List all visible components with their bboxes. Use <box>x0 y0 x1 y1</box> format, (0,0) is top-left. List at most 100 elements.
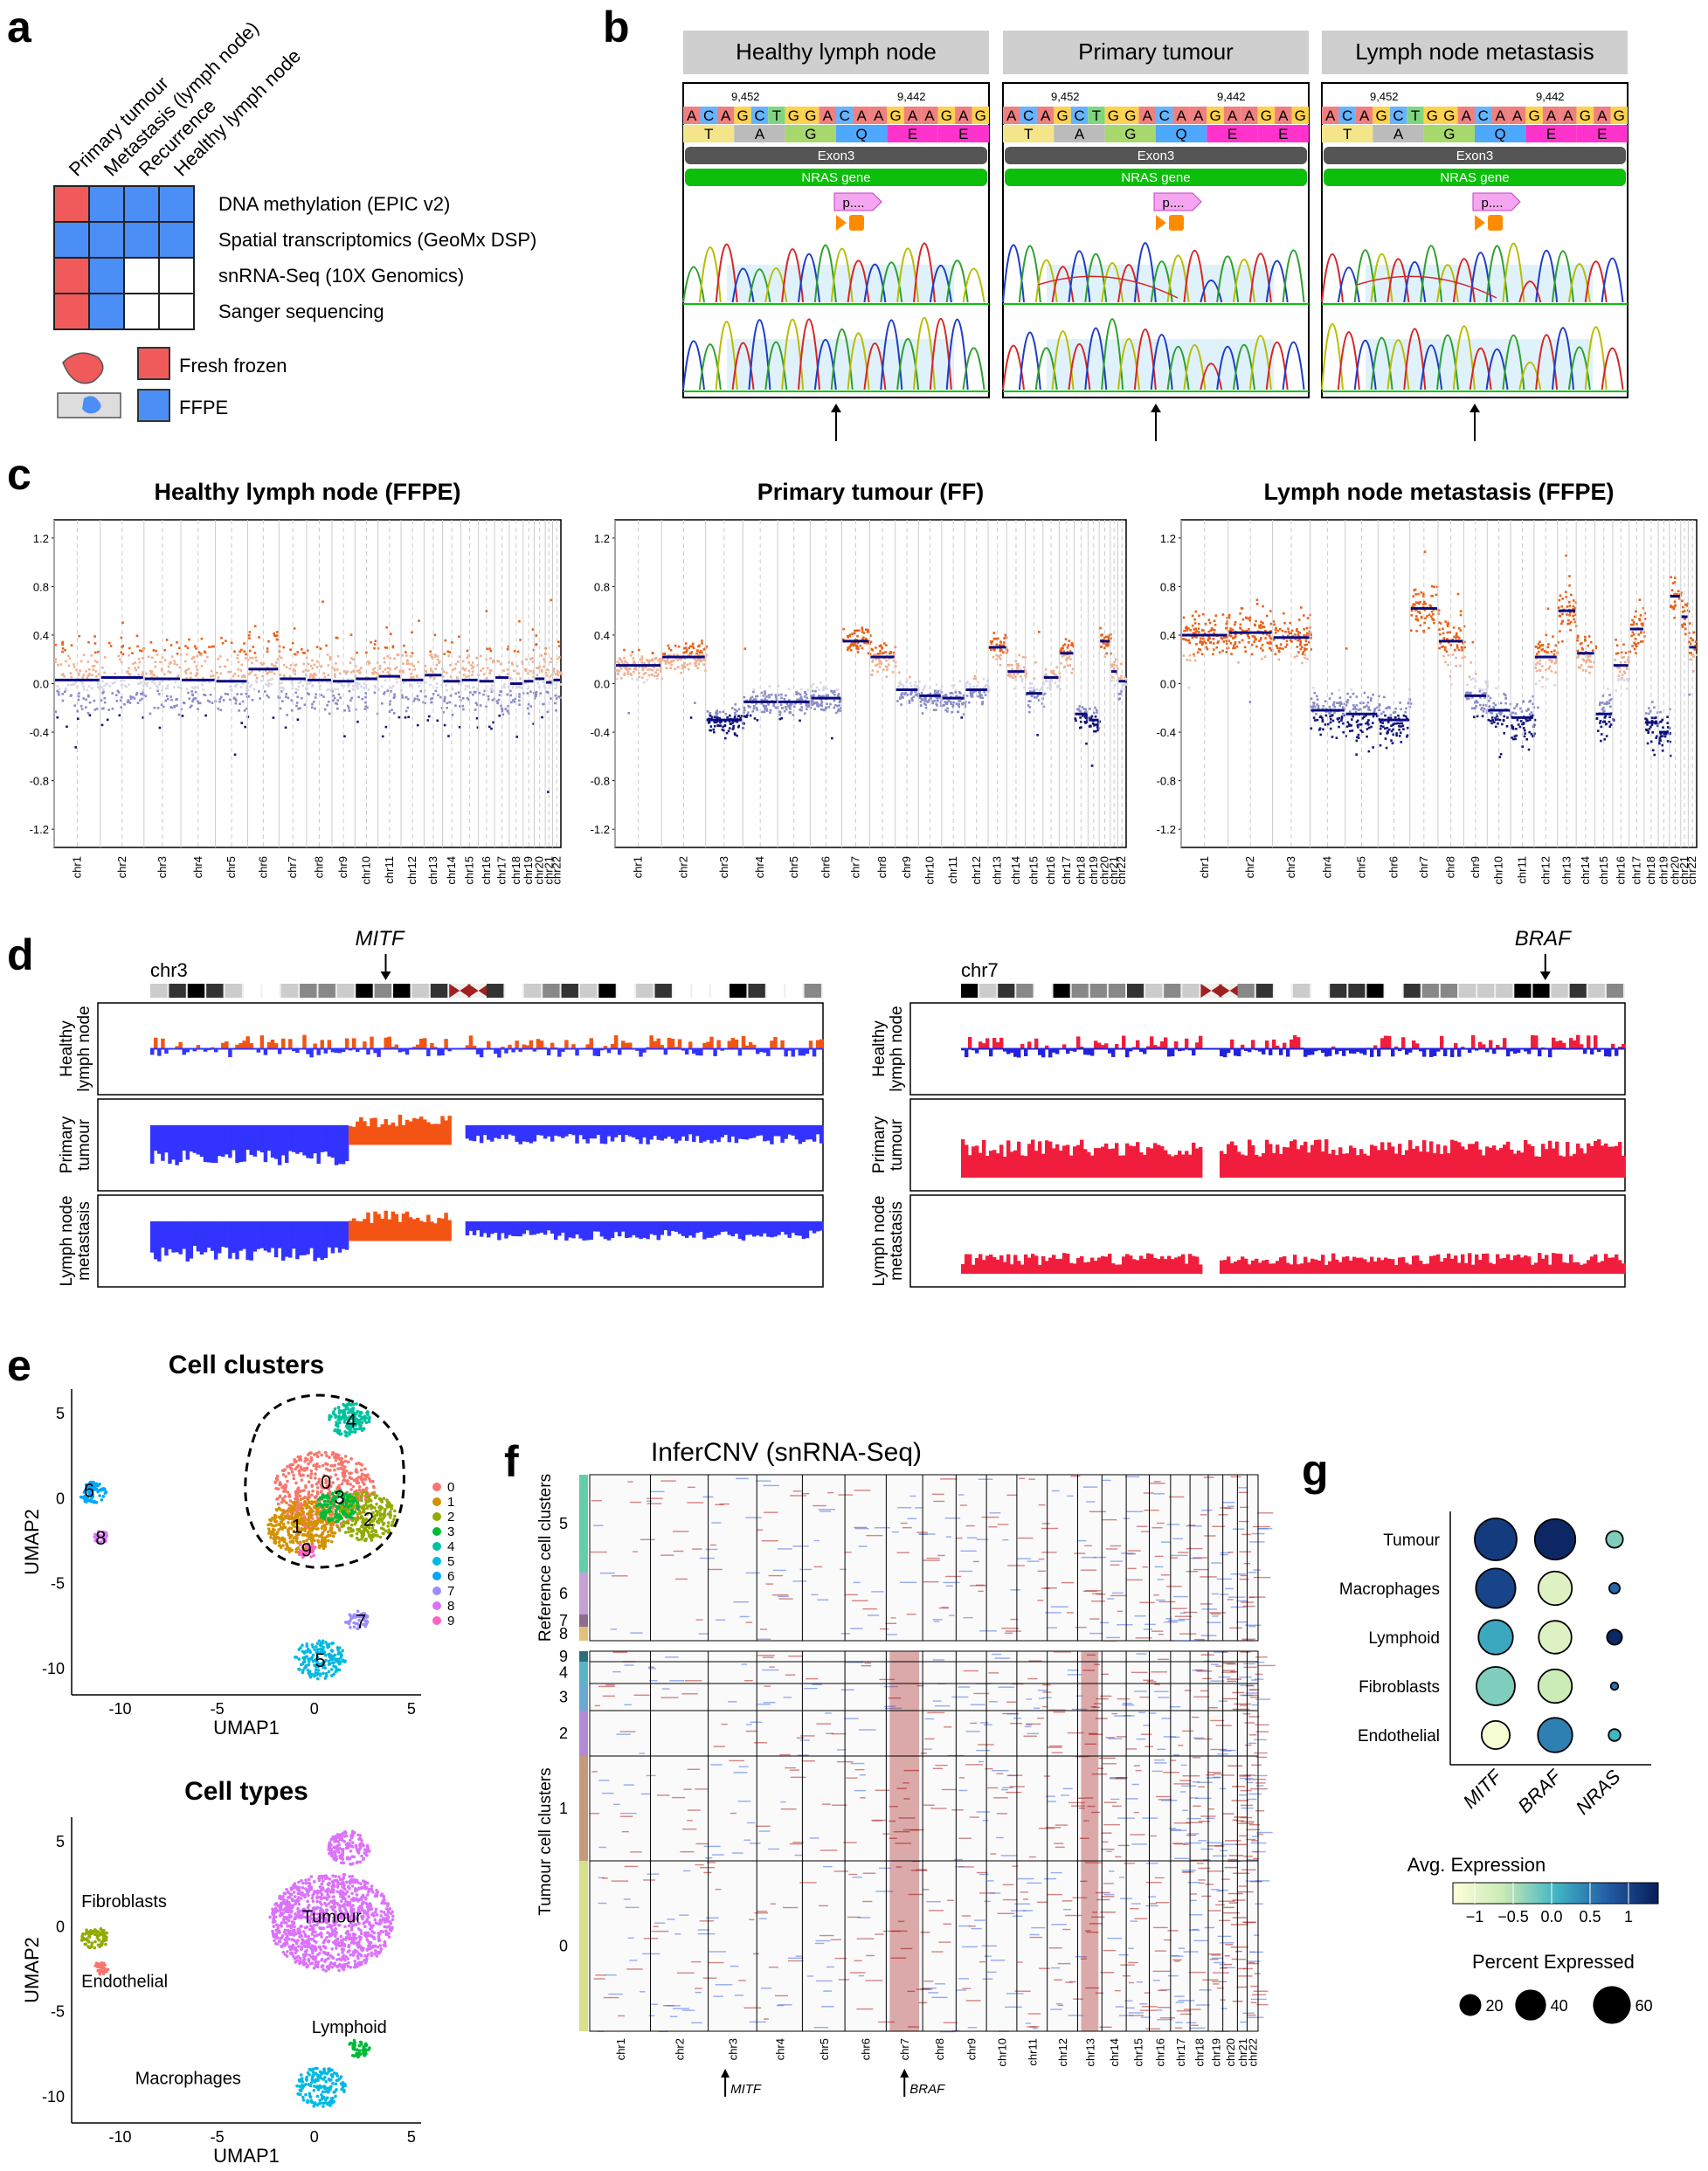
cnv-point <box>623 672 626 675</box>
copy-number-bar <box>225 1041 229 1049</box>
cnv-point <box>1026 693 1028 696</box>
trace-peak <box>1133 242 1157 303</box>
cnv-point <box>999 640 1002 643</box>
cnv-point <box>882 642 886 645</box>
cnv-point <box>1261 657 1263 660</box>
cnv-point <box>144 682 148 686</box>
cnv-point <box>356 651 358 654</box>
cnv-point <box>149 712 152 716</box>
base-letter: C <box>1342 107 1352 124</box>
cnv-point <box>1357 709 1360 711</box>
cnv-point <box>863 641 866 645</box>
cnv-point <box>1213 629 1216 632</box>
cnv-point <box>1494 725 1497 729</box>
cnv-point <box>432 693 435 695</box>
cnv-point <box>1094 729 1097 733</box>
cnv-point <box>174 681 177 684</box>
cnv-point <box>765 707 768 710</box>
copy-number-bar <box>266 1221 272 1253</box>
cnv-point <box>166 684 169 687</box>
cnv-point <box>263 690 266 693</box>
copy-number-bar <box>532 1125 537 1142</box>
cnv-point <box>1261 644 1264 646</box>
position-left: 9,452 <box>1370 90 1399 103</box>
cnv-point <box>1693 648 1697 651</box>
cnv-point <box>1634 637 1637 640</box>
cnv-point <box>248 649 252 653</box>
cnv-point <box>88 701 92 704</box>
copy-number-bar <box>515 1125 519 1142</box>
cnv-point <box>126 701 129 704</box>
chr-label: chr19 <box>1656 856 1670 885</box>
cnv-point <box>1182 616 1186 619</box>
cnv-point <box>1207 638 1210 641</box>
cnv-point <box>400 694 404 697</box>
cnv-point <box>1387 728 1391 731</box>
cnv-point <box>1400 741 1403 743</box>
copy-number-bar <box>490 1125 494 1142</box>
cnv-point <box>103 671 107 674</box>
cnv-point <box>955 695 958 698</box>
cnv-point <box>1054 674 1057 676</box>
cnv-point <box>1683 622 1685 626</box>
cnv-point <box>1460 646 1463 649</box>
cnv-point <box>947 699 951 702</box>
cnv-point <box>1355 708 1358 711</box>
gene-name: MITF <box>356 927 405 951</box>
cnv-point <box>905 678 909 681</box>
cnv-point <box>268 679 272 681</box>
cnv-point <box>1553 684 1557 687</box>
cnv-point <box>487 698 490 701</box>
cnv-point <box>173 660 176 662</box>
cnv-point <box>1337 718 1339 721</box>
cnv-point <box>966 681 969 683</box>
cnv-point <box>176 675 179 678</box>
cnv-point <box>650 659 653 662</box>
cnv-point <box>1049 683 1052 687</box>
cnv-point <box>1305 634 1308 637</box>
cnv-point <box>1063 643 1067 646</box>
cnv-point <box>1381 722 1385 724</box>
cnv-point <box>1338 696 1342 700</box>
cnv-point <box>1258 624 1261 627</box>
cnv-point <box>1558 598 1561 602</box>
trace-peak <box>748 319 771 391</box>
cnv-point <box>1608 694 1611 696</box>
copy-number-bar <box>161 1125 165 1161</box>
cnv-point <box>1535 645 1538 648</box>
copy-number-bar <box>192 1048 197 1052</box>
cnv-point <box>1565 554 1567 557</box>
cnv-point <box>1537 642 1540 646</box>
cnv-point <box>378 664 382 667</box>
copy-number-bar <box>263 1125 268 1163</box>
cnv-point <box>146 681 149 684</box>
cnv-point <box>169 671 172 674</box>
cnv-point <box>1340 716 1344 720</box>
cnv-point <box>978 689 981 693</box>
cnv-point <box>651 658 653 660</box>
copy-number-bar <box>681 1048 686 1051</box>
cnv-point <box>535 691 538 694</box>
copy-number-bar <box>387 1036 391 1049</box>
cnv-point <box>1096 728 1100 731</box>
cnv-point <box>1207 636 1211 639</box>
cnv-point <box>430 655 433 659</box>
chr-label: chr8 <box>1444 856 1457 878</box>
cnv-point <box>1187 639 1191 642</box>
cnv-point <box>1004 633 1007 637</box>
position-left: 9,452 <box>1051 90 1080 103</box>
cnv-point <box>1568 622 1571 626</box>
cnv-point <box>1488 705 1490 708</box>
cnv-point <box>659 661 662 665</box>
cnv-point <box>515 686 518 688</box>
cnv-point <box>1461 648 1463 652</box>
cnv-point <box>1258 640 1261 642</box>
cnv-point <box>1331 714 1334 716</box>
cnv-point <box>393 667 397 670</box>
cnv-point <box>1561 640 1564 643</box>
cnv-point <box>840 709 842 713</box>
cnv-point <box>714 716 716 719</box>
cnv-point <box>111 682 114 685</box>
ideogram-band <box>430 984 448 998</box>
cnv-point <box>1590 666 1594 668</box>
